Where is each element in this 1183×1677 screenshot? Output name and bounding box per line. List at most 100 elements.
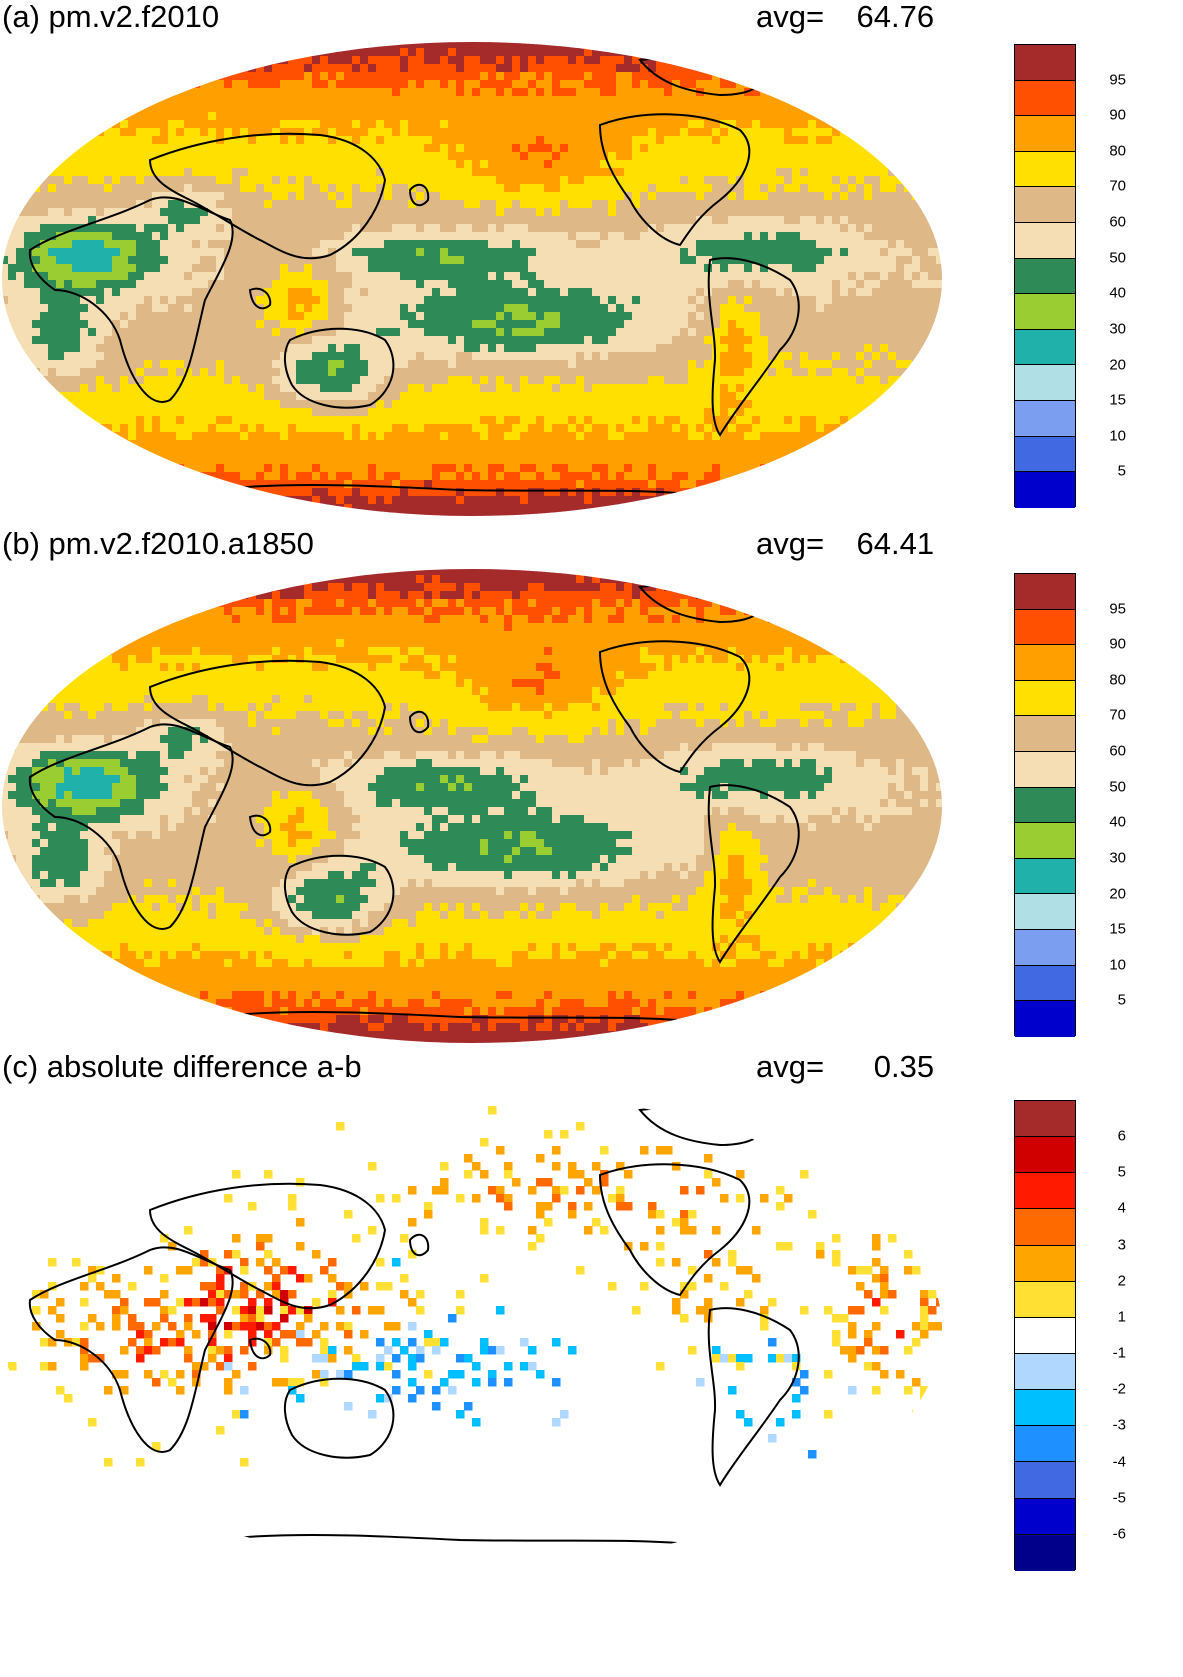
colorbar-tick-label: 50 xyxy=(1109,249,1126,267)
colorbar-tick-label: 10 xyxy=(1109,427,1126,445)
colorbar-b xyxy=(1014,573,1076,1037)
colorbar-tick-label: 40 xyxy=(1109,813,1126,831)
colorbar-tick-label: 50 xyxy=(1109,778,1126,796)
colorbar-swatch xyxy=(1015,45,1075,81)
colorbar-swatch xyxy=(1015,116,1075,152)
colorbar-swatch xyxy=(1015,680,1075,717)
map-a xyxy=(2,42,942,516)
avg-value: 64.76 xyxy=(856,0,935,34)
colorbar-swatch xyxy=(1015,752,1075,788)
colorbar-tick-label: 80 xyxy=(1109,142,1126,160)
panel-title: (a) pm.v2.f2010 xyxy=(2,0,220,34)
avg-value: 64.41 xyxy=(856,526,935,561)
colorbar-a xyxy=(1014,44,1076,508)
colorbar-tick-label: 60 xyxy=(1109,213,1126,231)
colorbar-swatch xyxy=(1015,294,1075,330)
colorbar-swatch xyxy=(1015,1498,1075,1535)
avg-label: avg= xyxy=(756,1049,825,1084)
colorbar-swatch xyxy=(1015,716,1075,753)
colorbar-swatch xyxy=(1015,1390,1075,1427)
avg-label: avg= xyxy=(756,0,825,34)
coastline xyxy=(148,659,387,787)
colorbar-tick-label: -4 xyxy=(1112,1453,1126,1471)
coastline xyxy=(248,287,272,310)
colorbar-tick-label: 95 xyxy=(1109,71,1126,89)
coastline xyxy=(707,257,800,437)
colorbar-swatch xyxy=(1015,1317,1075,1354)
colorbar-swatch xyxy=(1015,787,1075,824)
coastline xyxy=(707,1307,800,1487)
colorbar-swatch xyxy=(1015,609,1075,646)
colorbar-swatch xyxy=(1015,965,1075,1002)
coastline xyxy=(28,723,234,930)
colorbar-tick-label: -2 xyxy=(1112,1380,1126,1398)
coastline xyxy=(179,1011,701,1023)
colorbar-swatch xyxy=(1015,1245,1075,1282)
colorbar-tick-label: 20 xyxy=(1109,885,1126,903)
coastline xyxy=(284,327,395,409)
panel-title: (b) pm.v2.f2010.a1850 xyxy=(2,526,314,561)
coastline xyxy=(248,814,272,837)
colorbar-tick-label: 60 xyxy=(1109,742,1126,760)
colorbar-tick-label: 20 xyxy=(1109,356,1126,374)
map-c xyxy=(8,1106,942,1546)
colorbar-swatch xyxy=(1015,645,1075,681)
colorbar-tick-label: 90 xyxy=(1109,106,1126,124)
colorbar-tick-label: 15 xyxy=(1109,920,1126,938)
coastline xyxy=(408,1233,430,1257)
colorbar-tick-label: 4 xyxy=(1117,1199,1126,1217)
avg-label: avg= xyxy=(756,526,825,561)
colorbar-swatch xyxy=(1015,436,1075,473)
colorbar-tick-label: 70 xyxy=(1109,177,1126,195)
colorbar-tick-label: 5 xyxy=(1117,1163,1126,1181)
panel-title: (c) absolute difference a-b xyxy=(2,1049,362,1084)
colorbar-swatch xyxy=(1015,365,1075,402)
colorbar-tick-label: 5 xyxy=(1117,991,1126,1009)
colorbar-tick-label: -6 xyxy=(1112,1525,1126,1543)
colorbar-tick-label: 6 xyxy=(1117,1127,1126,1145)
colorbar-tick-label: 90 xyxy=(1109,635,1126,653)
panel-average: avg= 0.35 xyxy=(756,1050,934,1084)
coastline xyxy=(408,710,430,734)
colorbar-swatch xyxy=(1015,1001,1075,1037)
map-field xyxy=(2,42,942,516)
coastline xyxy=(248,1337,272,1360)
coastline xyxy=(707,784,800,964)
colorbar-tick-label: -5 xyxy=(1112,1489,1126,1507)
colorbar-tick-label: 95 xyxy=(1109,600,1126,618)
colorbar-swatch xyxy=(1015,329,1075,366)
colorbar-swatch xyxy=(1015,401,1075,437)
colorbar-tick-label: 30 xyxy=(1109,849,1126,867)
colorbar-tick-label: 15 xyxy=(1109,391,1126,409)
colorbar-swatch xyxy=(1015,1462,1075,1499)
colorbar-swatch xyxy=(1015,258,1075,295)
colorbar-swatch xyxy=(1015,1281,1075,1318)
map-field xyxy=(8,1106,942,1467)
colorbar-tick-label: 2 xyxy=(1117,1272,1126,1290)
colorbar-tick-label: -1 xyxy=(1112,1344,1126,1362)
coastline xyxy=(598,113,751,247)
coastline xyxy=(284,854,395,936)
colorbar-swatch xyxy=(1015,858,1075,895)
colorbar-ticks-a: 95 90 80 70 60 50 40 30 20 15 10 5 xyxy=(1086,44,1126,507)
avg-value: 0.35 xyxy=(873,1049,935,1084)
colorbar-tick-label: 30 xyxy=(1109,320,1126,338)
colorbar-tick-label: 10 xyxy=(1109,956,1126,974)
coastline xyxy=(408,183,430,207)
colorbar-swatch xyxy=(1015,1101,1075,1138)
colorbar-swatch xyxy=(1015,894,1075,931)
coastline xyxy=(179,1534,701,1546)
coastline xyxy=(179,484,701,496)
colorbar-tick-label: 3 xyxy=(1117,1236,1126,1254)
coastline xyxy=(598,640,751,774)
colorbar-swatch xyxy=(1015,1137,1075,1174)
colorbar-swatch xyxy=(1015,151,1075,188)
colorbar-ticks-c: 6 5 4 3 2 1 -1 -2 -3 -4 -5 -6 xyxy=(1086,1100,1126,1570)
colorbar-ticks-b: 95 90 80 70 60 50 40 30 20 15 10 5 xyxy=(1086,573,1126,1036)
colorbar-swatch xyxy=(1015,1173,1075,1210)
coastline xyxy=(638,1106,764,1147)
colorbar-swatch xyxy=(1015,823,1075,859)
colorbar-tick-label: 1 xyxy=(1117,1308,1126,1326)
colorbar-tick-label: -3 xyxy=(1112,1416,1126,1434)
colorbar-c xyxy=(1014,1100,1076,1571)
